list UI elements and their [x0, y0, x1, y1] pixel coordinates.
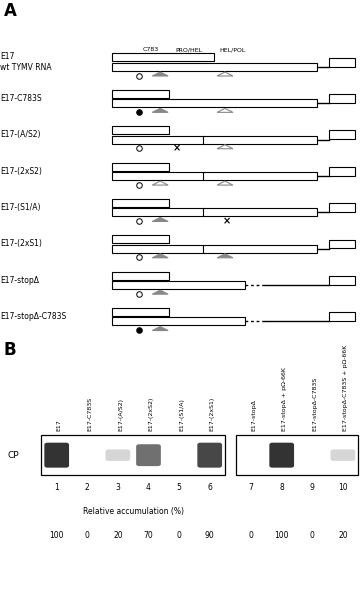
Polygon shape [152, 72, 168, 76]
Text: 0: 0 [85, 531, 90, 540]
Polygon shape [217, 108, 233, 112]
Text: 100: 100 [274, 531, 289, 540]
Bar [112, 318, 245, 326]
Text: E17-(2xS1): E17-(2xS1) [0, 239, 42, 248]
Polygon shape [217, 145, 233, 149]
Text: E17-(2xS1): E17-(2xS1) [210, 397, 215, 431]
Polygon shape [152, 327, 168, 330]
Text: E17-C783S: E17-C783S [87, 397, 92, 431]
Bar [112, 63, 317, 71]
FancyBboxPatch shape [136, 444, 161, 466]
Bar [329, 167, 355, 176]
Bar [112, 208, 317, 216]
Bar [112, 162, 169, 170]
Text: E17-C783S: E17-C783S [0, 94, 42, 103]
Text: 20: 20 [113, 531, 123, 540]
Polygon shape [152, 254, 168, 258]
Text: 10: 10 [338, 483, 348, 492]
Text: PRO/HEL: PRO/HEL [175, 47, 203, 53]
Bar [329, 130, 355, 140]
Bar [236, 435, 358, 475]
Polygon shape [152, 290, 168, 294]
Bar [329, 94, 355, 103]
Text: 0: 0 [310, 531, 315, 540]
Bar [112, 172, 317, 180]
Text: 7: 7 [249, 483, 253, 492]
Text: 3: 3 [116, 483, 120, 492]
Text: E17-(2xS2): E17-(2xS2) [0, 167, 42, 176]
Text: 6: 6 [207, 483, 212, 492]
Bar [112, 281, 245, 289]
Text: E17-(2xS2): E17-(2xS2) [149, 397, 153, 431]
Text: E17: E17 [57, 420, 62, 431]
Text: 0: 0 [177, 531, 181, 540]
Text: 20: 20 [338, 531, 348, 540]
Text: 70: 70 [144, 531, 153, 540]
FancyBboxPatch shape [269, 443, 294, 467]
Text: E17-stopΔ-C783S + pΩ-66K: E17-stopΔ-C783S + pΩ-66K [343, 345, 348, 431]
Text: 100: 100 [49, 531, 64, 540]
Bar [112, 199, 169, 207]
Bar [329, 203, 355, 212]
Polygon shape [217, 181, 233, 185]
Text: 9: 9 [310, 483, 315, 492]
Text: Relative accumulation (%): Relative accumulation (%) [83, 507, 184, 516]
Text: HEL/POL: HEL/POL [219, 47, 246, 53]
Bar [41, 435, 225, 475]
Bar [329, 312, 355, 321]
Text: ×: × [223, 216, 231, 226]
Text: 90: 90 [205, 531, 215, 540]
Polygon shape [217, 254, 233, 258]
Text: E17-stopΔ: E17-stopΔ [251, 399, 256, 431]
Bar [112, 136, 317, 144]
Text: E17-(S1/A): E17-(S1/A) [179, 399, 184, 431]
Text: E17-(A/S2): E17-(A/S2) [0, 130, 40, 140]
Text: 5: 5 [177, 483, 181, 492]
Text: E17-(A/S2): E17-(A/S2) [118, 398, 123, 431]
Text: 2: 2 [85, 483, 90, 492]
Text: E17-(S1/A): E17-(S1/A) [0, 203, 40, 212]
Text: 8: 8 [279, 483, 284, 492]
FancyBboxPatch shape [330, 449, 355, 461]
Polygon shape [152, 181, 168, 185]
FancyBboxPatch shape [105, 449, 130, 461]
Bar [112, 90, 169, 98]
Bar [112, 53, 214, 62]
Bar [112, 126, 169, 134]
Text: B: B [4, 341, 16, 359]
Text: CP: CP [7, 451, 19, 460]
Bar [329, 58, 355, 66]
Bar [112, 99, 317, 108]
Text: 1: 1 [54, 483, 59, 492]
Text: ×: × [172, 143, 180, 153]
Bar [112, 308, 169, 316]
Bar [112, 245, 317, 252]
Bar [112, 272, 169, 280]
Text: E17-stopΔ-C783S: E17-stopΔ-C783S [0, 312, 66, 321]
Bar [329, 276, 355, 284]
Polygon shape [152, 108, 168, 112]
Polygon shape [152, 217, 168, 222]
Text: E17
wt TYMV RNA: E17 wt TYMV RNA [0, 53, 51, 72]
Polygon shape [217, 72, 233, 76]
Text: 4: 4 [146, 483, 151, 492]
Text: E17-stopΔ + pΩ-66K: E17-stopΔ + pΩ-66K [282, 367, 287, 431]
Bar [112, 235, 169, 243]
FancyBboxPatch shape [197, 443, 222, 467]
Text: A: A [4, 2, 17, 20]
Text: 0: 0 [249, 531, 253, 540]
Text: E17-stopΔ-C783S: E17-stopΔ-C783S [312, 377, 317, 431]
FancyBboxPatch shape [44, 443, 69, 467]
Text: E17-stopΔ: E17-stopΔ [0, 276, 39, 285]
Text: C783: C783 [143, 47, 159, 53]
Bar [329, 240, 355, 248]
